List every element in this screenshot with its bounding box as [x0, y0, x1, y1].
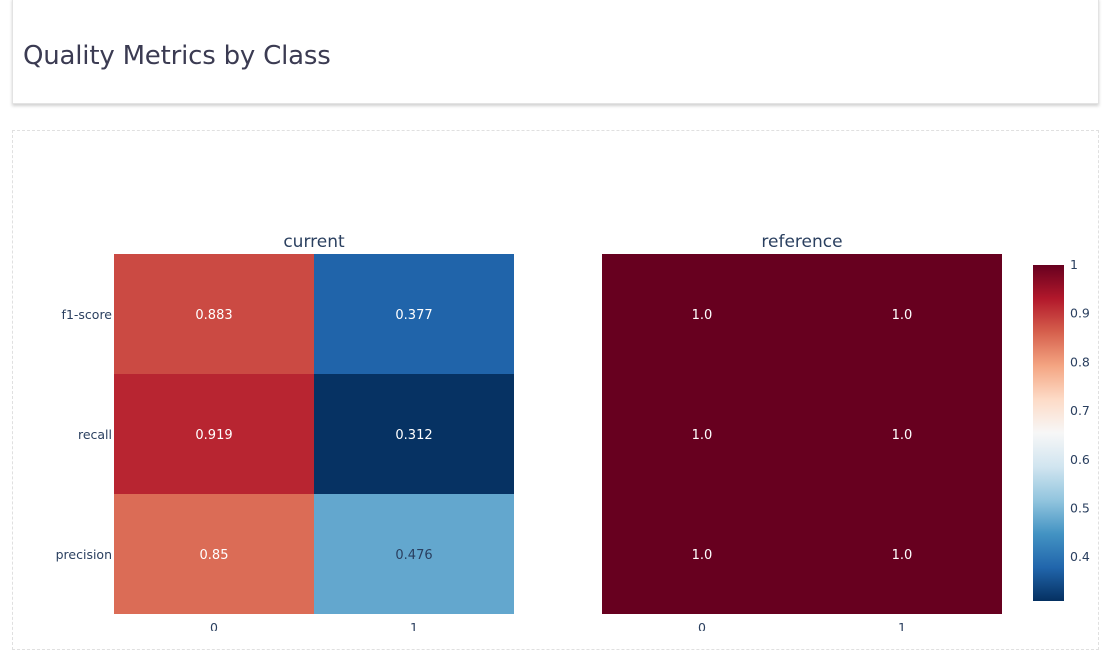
y-tick-label: precision: [56, 547, 112, 562]
x-tick-label: 0: [210, 620, 218, 631]
heatmap-cell-current-recall-0: [114, 374, 314, 494]
colorbar-tick-label: 0.9: [1070, 306, 1090, 321]
cell-value-label: 0.312: [395, 428, 432, 443]
heatmap-cell-current-f1-score-0: [114, 254, 314, 374]
colorbar-tick-label: 0.8: [1070, 354, 1090, 369]
colorbar-tick-label: 0.4: [1070, 549, 1090, 564]
heatmap-cell-reference-f1-score-1: [802, 254, 1002, 374]
heatmap-chart: current 0.883 0.377 0.919 0.312 0.85 0.476 0 1 re…: [56, 232, 1090, 631]
colorbar-tick-label: 0.6: [1070, 452, 1090, 467]
page-title: Quality Metrics by Class: [23, 41, 331, 71]
heatmap-cell-reference-precision-1: [802, 494, 1002, 614]
cell-value-label: 1.0: [692, 308, 713, 323]
x-tick-label: 1: [410, 620, 418, 631]
title-card: Quality Metrics by Class: [12, 0, 1099, 104]
y-tick-label: f1-score: [62, 307, 113, 322]
cell-value-label: 0.85: [200, 548, 229, 563]
cell-value-label: 1.0: [892, 548, 913, 563]
x-tick-label: 1: [898, 620, 906, 631]
heatmap-cell-reference-recall-0: [602, 374, 802, 494]
cell-value-label: 1.0: [692, 428, 713, 443]
cell-value-label: 1.0: [692, 548, 713, 563]
subplot-title-current: current: [283, 232, 345, 252]
heatmap-cell-current-recall-1: [314, 374, 514, 494]
heatmap-cell-reference-precision-0: [602, 494, 802, 614]
colorbar-tick-label: 1: [1070, 257, 1078, 272]
colorbar-tick-label: 0.5: [1070, 500, 1090, 515]
cell-value-label: 0.919: [195, 428, 232, 443]
subplot-title-reference: reference: [761, 232, 842, 252]
cell-value-label: 1.0: [892, 308, 913, 323]
heatmap-cell-reference-f1-score-0: [602, 254, 802, 374]
cell-value-label: 1.0: [892, 428, 913, 443]
chart-card: current 0.883 0.377 0.919 0.312 0.85 0.476 0 1 re…: [12, 130, 1099, 650]
colorbar-tick-label: 0.7: [1070, 403, 1090, 418]
heatmap-cell-current-f1-score-1: [314, 254, 514, 374]
colorbar: [1033, 265, 1064, 601]
y-tick-label: recall: [78, 427, 112, 442]
cell-value-label: 0.883: [195, 308, 232, 323]
x-tick-label: 0: [698, 620, 706, 631]
cell-value-label: 0.476: [395, 548, 432, 563]
heatmap-cell-current-precision-0: [114, 494, 314, 614]
cell-value-label: 0.377: [395, 308, 432, 323]
heatmap-cell-current-precision-1: [314, 494, 514, 614]
heatmap-cell-reference-recall-1: [802, 374, 1002, 494]
